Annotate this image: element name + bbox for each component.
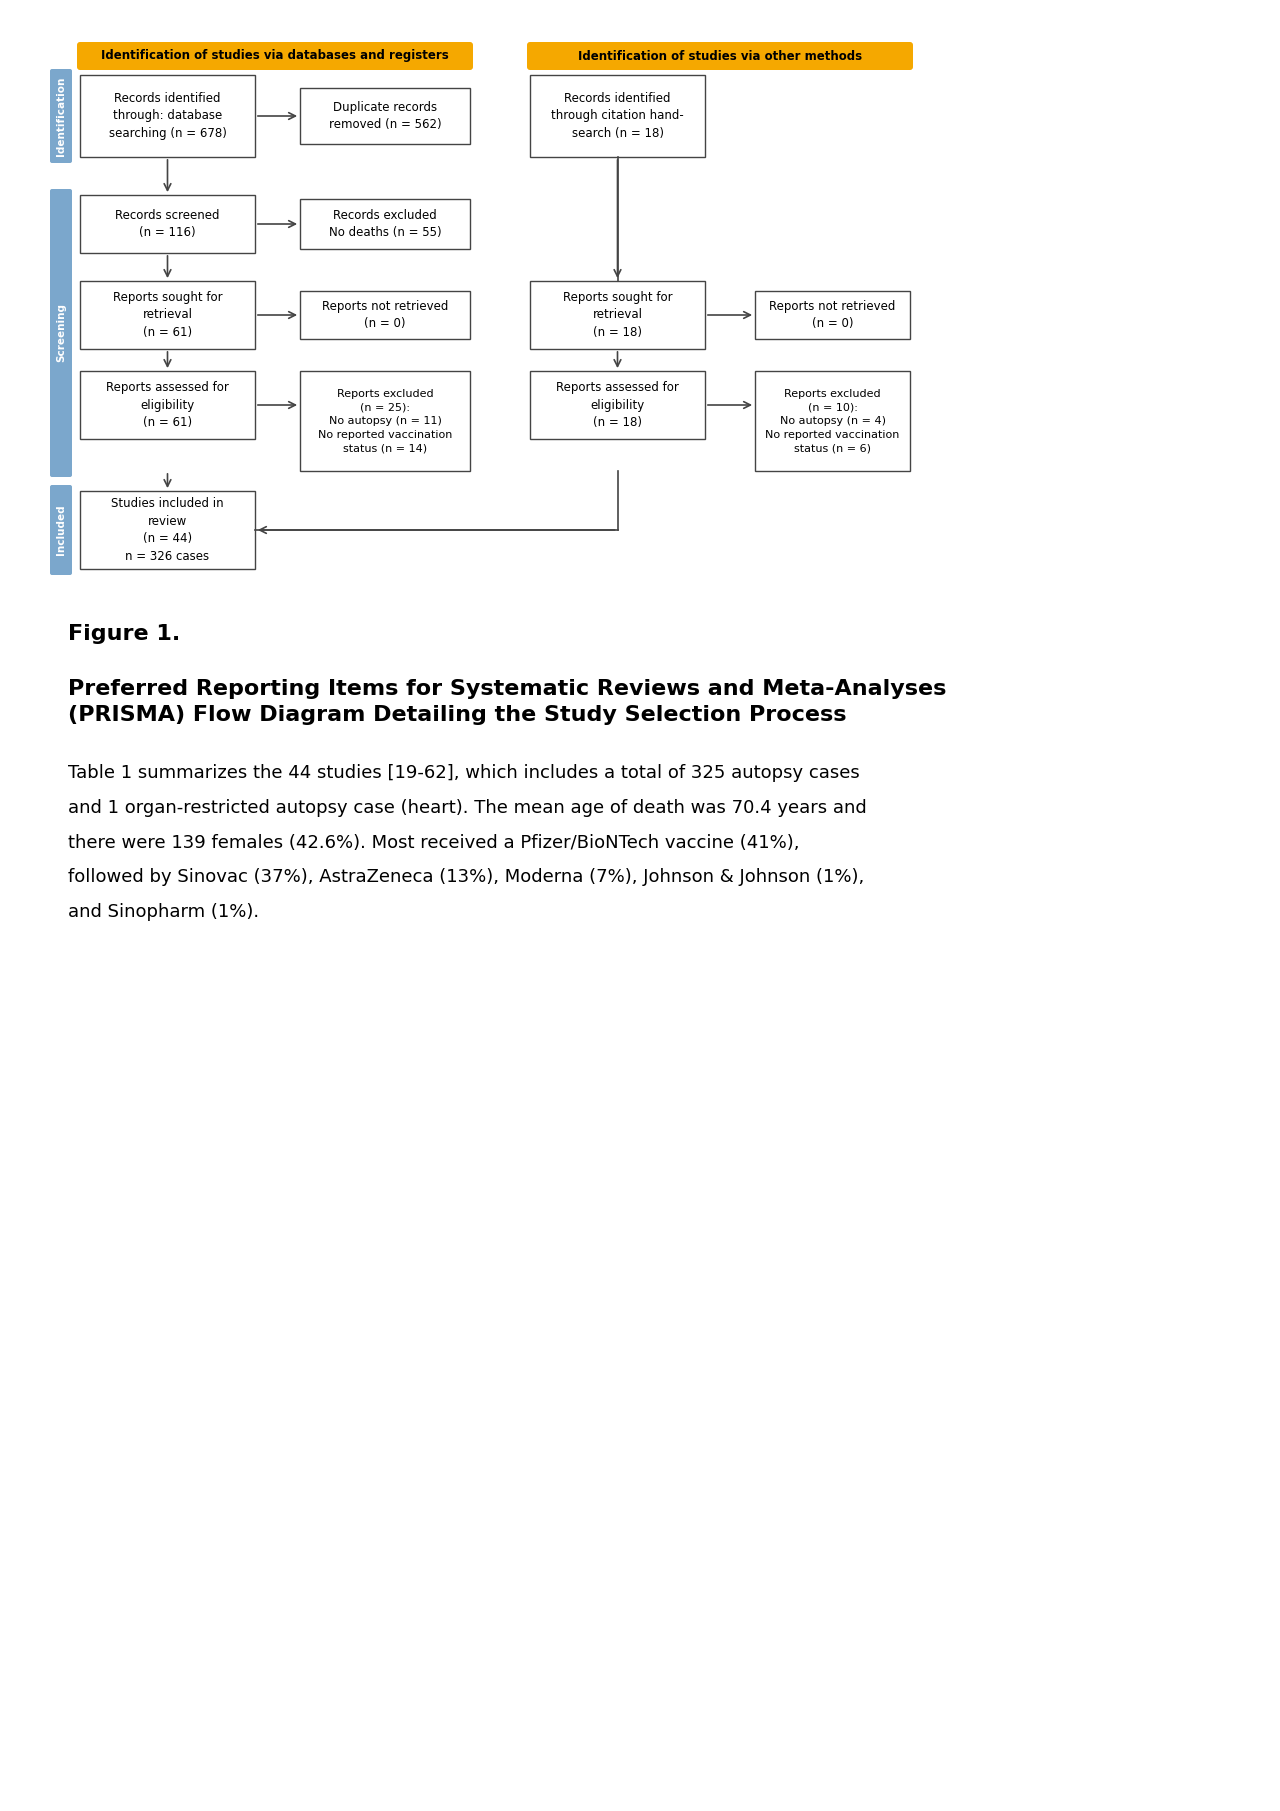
Bar [300, 292, 470, 339]
Text: Records identified
through citation hand-
search (n = 18): Records identified through citation hand… [552, 92, 684, 139]
Text: Table 1 summarizes the 44 studies [19-62], which includes a total of 325 autopsy: Table 1 summarizes the 44 studies [19-62… [68, 764, 867, 922]
Text: Records excluded
No deaths (n = 55): Records excluded No deaths (n = 55) [329, 208, 442, 239]
Text: Studies included in
review
(n = 44)
n = 326 cases: Studies included in review (n = 44) n = … [111, 498, 224, 563]
Text: Reports not retrieved
(n = 0): Reports not retrieved (n = 0) [769, 301, 896, 330]
Bar [79, 74, 255, 158]
Text: Screening: Screening [56, 304, 67, 362]
Text: Reports sought for
retrieval
(n = 61): Reports sought for retrieval (n = 61) [113, 292, 223, 339]
Bar [755, 371, 910, 471]
FancyBboxPatch shape [50, 69, 72, 163]
Bar [79, 281, 255, 350]
Text: Records identified
through: database
searching (n = 678): Records identified through: database sea… [109, 92, 227, 139]
Bar [79, 196, 255, 254]
Bar [530, 281, 705, 350]
Bar [79, 491, 255, 569]
FancyBboxPatch shape [50, 485, 72, 576]
Text: Duplicate records
removed (n = 562): Duplicate records removed (n = 562) [329, 101, 442, 130]
Bar [530, 371, 705, 438]
Bar [79, 371, 255, 438]
Bar [300, 371, 470, 471]
Text: Reports excluded
(n = 25):
No autopsy (n = 11)
No reported vaccination
status (n: Reports excluded (n = 25): No autopsy (n… [317, 389, 452, 453]
Text: Reports excluded
(n = 10):
No autopsy (n = 4)
No reported vaccination
status (n : Reports excluded (n = 10): No autopsy (n… [765, 389, 900, 453]
Text: Reports assessed for
eligibility
(n = 61): Reports assessed for eligibility (n = 61… [106, 380, 229, 429]
Text: Reports sought for
retrieval
(n = 18): Reports sought for retrieval (n = 18) [563, 292, 672, 339]
Text: Records screened
(n = 116): Records screened (n = 116) [115, 208, 220, 239]
Bar [300, 89, 470, 145]
Text: Included: Included [56, 505, 67, 556]
FancyBboxPatch shape [77, 42, 474, 71]
Text: Identification: Identification [56, 76, 67, 156]
Bar [530, 74, 705, 158]
Text: Identification of studies via other methods: Identification of studies via other meth… [579, 49, 861, 63]
Bar [300, 199, 470, 248]
Bar [755, 292, 910, 339]
FancyBboxPatch shape [527, 42, 913, 71]
Text: Reports not retrieved
(n = 0): Reports not retrieved (n = 0) [321, 301, 448, 330]
FancyBboxPatch shape [50, 188, 72, 476]
Text: Identification of studies via databases and registers: Identification of studies via databases … [101, 49, 449, 63]
Text: Preferred Reporting Items for Systematic Reviews and Meta-Analyses
(PRISMA) Flow: Preferred Reporting Items for Systematic… [68, 679, 946, 726]
Text: Figure 1.: Figure 1. [68, 625, 180, 645]
Text: Reports assessed for
eligibility
(n = 18): Reports assessed for eligibility (n = 18… [556, 380, 678, 429]
